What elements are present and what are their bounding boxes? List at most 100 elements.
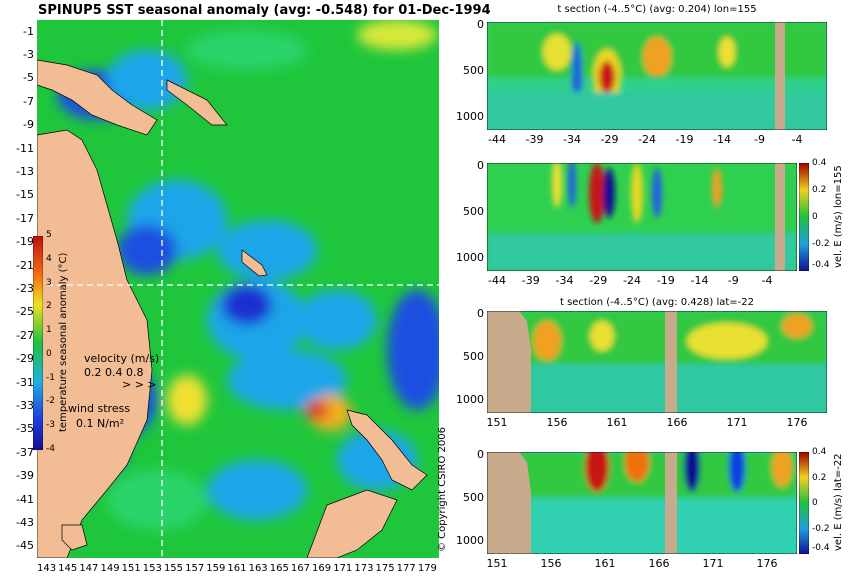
- wind-legend-title: wind stress: [68, 402, 131, 415]
- panel-1-y-axis: 0 500 1000: [440, 159, 484, 271]
- panel-3-y-tick: 1000: [456, 534, 484, 547]
- sst-colorbar-ticks: 5 4 3 2 1 0 -1 -2 -3 -4: [46, 230, 60, 454]
- velocity-legend-title: velocity (m/s): [84, 352, 160, 365]
- lon-tick-label: 163: [248, 563, 268, 574]
- panel-1-colorbar-tick: 0: [812, 212, 818, 222]
- panel-1-y-tick: 0: [477, 159, 484, 172]
- panel-2-y-tick: 500: [463, 350, 484, 363]
- panel-3-y-tick: 0: [477, 448, 484, 461]
- panel-3-colorbar-ticks: 0.4 0.2 0 -0.2 -0.4: [812, 447, 836, 554]
- panel-0-x-tick: -29: [600, 133, 619, 146]
- panel-1-x-tick: -34: [555, 274, 574, 287]
- lat-tick-label: -41: [16, 492, 34, 506]
- lon-tick-label: 149: [100, 563, 120, 574]
- panel-0-y-axis: 0 500 1000: [440, 18, 484, 130]
- panel-2-title: t section (-4..5°C) (avg: 0.428) lat=-22: [559, 297, 755, 308]
- panel-2-x-axis: 151 156 161 166 171 176: [487, 416, 827, 430]
- panel-1-x-tick: -24: [623, 274, 641, 287]
- panel-3-colorbar-label: vel. E (m/s) lat=-22: [833, 453, 844, 551]
- map-lon-axis: 143 145 147 149 151 153 155 157 159 161 163 165 167 1…: [0, 563, 440, 577]
- panel-0-x-tick: -19: [675, 133, 694, 146]
- lat-tick-label: -43: [16, 515, 34, 529]
- lon-tick-label: 177: [396, 563, 416, 574]
- lat-tick-label: -17: [16, 211, 34, 225]
- panel-0-x-tick: -9: [754, 133, 765, 146]
- wind-legend-value: 0.1 N/m²: [76, 417, 125, 430]
- lat-tick-label: -29: [16, 352, 34, 366]
- lat-tick-label: -11: [16, 141, 34, 155]
- sst-colorbar-tick: 1: [46, 325, 52, 336]
- panel-1-x-tick: -39: [521, 274, 540, 287]
- panel-3-y-axis: 0 500 1000: [440, 448, 484, 554]
- sst-colorbar-tick: -4: [46, 444, 55, 454]
- lon-tick-label: 165: [269, 563, 289, 574]
- lon-tick-label: 167: [290, 563, 310, 574]
- lon-tick-label: 175: [375, 563, 395, 574]
- panel-2-y-axis: 0 500 1000: [440, 307, 484, 413]
- sst-map: [37, 20, 439, 558]
- panel-0-x-tick: -24: [638, 133, 656, 146]
- lat-tick-label: -33: [16, 398, 34, 412]
- panel-0-x-tick: -4: [791, 133, 803, 146]
- panel-0-x-tick: -14: [713, 133, 731, 146]
- panel-3-plot: [487, 452, 797, 554]
- lat-tick-label: -9: [23, 118, 34, 132]
- panel-3-x-tick: 176: [756, 557, 778, 570]
- lon-tick-label: 143: [37, 563, 57, 574]
- panel-2-x-tick: 156: [546, 416, 568, 429]
- lon-tick-label: 151: [121, 563, 141, 574]
- panel-3-colorbar-tick: -0.2: [812, 523, 830, 534]
- lat-tick-label: -23: [16, 282, 34, 295]
- panel-1-colorbar-label: vel. E (m/s) lon=155: [833, 165, 844, 268]
- lat-tick-label: -13: [16, 165, 34, 179]
- panel-0-plot: [487, 22, 827, 130]
- panel-3-x-tick: 166: [648, 557, 670, 570]
- panel-3-x-tick: 161: [594, 557, 616, 570]
- panel-3-y-tick: 500: [463, 491, 484, 504]
- lat-tick-label: -3: [23, 48, 34, 62]
- panel-1-colorbar-tick: -0.4: [812, 260, 830, 270]
- map-lat-axis: -1 -3 -5 -7 -9 -11 -13 -15 -17 -19 -21 -23 -25 -27 -29…: [0, 20, 36, 558]
- lat-tick-label: -27: [16, 328, 34, 342]
- panel-0-y-tick: 1000: [456, 110, 484, 123]
- lat-tick-label: -19: [16, 235, 34, 249]
- panel-1-colorbar-ticks: 0.4 0.2 0 -0.2 -0.4: [812, 158, 836, 271]
- panel-2-x-tick: 151: [486, 416, 508, 429]
- panel-2-x-tick: 171: [726, 416, 748, 429]
- panel-3-colorbar-tick: 0.4: [812, 447, 827, 457]
- panel-0-title: t section (-4..5°C) (avg: 0.204) lon=155: [557, 4, 757, 15]
- panel-2-y-tick: 0: [477, 307, 484, 320]
- lon-tick-label: 159: [206, 563, 226, 574]
- panel-0-x-tick: -39: [525, 133, 544, 146]
- lat-tick-label: -31: [16, 375, 34, 389]
- lon-tick-label: 157: [185, 563, 205, 574]
- lon-tick-label: 153: [142, 563, 162, 574]
- panel-3-colorbar-tick: 0.2: [812, 472, 827, 483]
- sst-colorbar-tick: -1: [46, 372, 55, 383]
- panel-0-y-tick: 500: [463, 64, 484, 77]
- sst-colorbar-tick: 5: [46, 230, 52, 240]
- panel-1-colorbar-tick: 0.4: [812, 158, 827, 168]
- lon-tick-label: 155: [163, 563, 184, 574]
- panel-1-x-tick: -14: [690, 274, 709, 287]
- lat-tick-label: -5: [23, 71, 34, 85]
- panel-2-y-tick: 1000: [456, 393, 484, 406]
- panel-3-x-tick: 171: [702, 557, 724, 570]
- lon-tick-label: 147: [79, 563, 99, 574]
- lat-tick-label: -39: [16, 469, 34, 483]
- panel-1-x-tick: -9: [727, 274, 739, 287]
- lat-tick-label: -35: [16, 422, 34, 436]
- sst-colorbar-tick: -2: [46, 396, 55, 407]
- lat-tick-label: -1: [23, 24, 34, 38]
- panel-1-colorbar-tick: -0.2: [812, 239, 830, 249]
- lat-tick-label: -45: [16, 539, 34, 553]
- panel-3-colorbar: [799, 452, 809, 554]
- map-title: SPINUP5 SST seasonal anomaly (avg: -0.54…: [38, 3, 491, 18]
- sst-colorbar-tick: 0: [46, 348, 52, 359]
- panel-0-x-tick: -44: [488, 133, 506, 146]
- panel-1-y-tick: 1000: [456, 251, 484, 264]
- panel-2-x-tick: 176: [786, 416, 808, 429]
- panel-3-x-tick: 156: [540, 557, 562, 570]
- lon-tick-label: 145: [58, 563, 78, 574]
- panel-1-x-axis: -44 -39 -34 -29 -24 -19 -14 -9 -4: [487, 274, 797, 288]
